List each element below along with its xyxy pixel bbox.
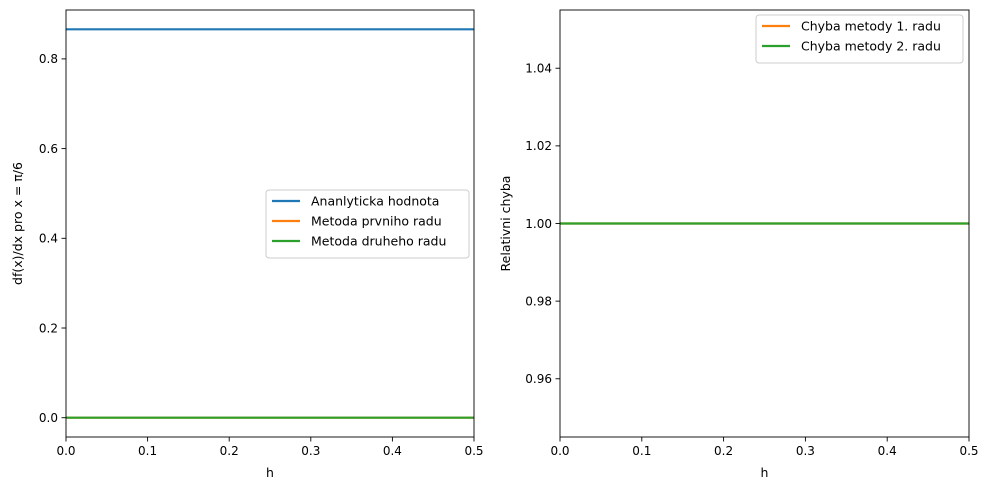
x-tick-label: 0.1 [138,444,157,458]
x-tick-label: 0.4 [878,444,897,458]
y-tick-label: 1.00 [525,217,552,231]
legend-label-1: Chyba metody 1. radu [801,19,941,34]
x-axis-label: h [761,465,769,480]
legend-frame [755,14,964,64]
y-tick-label: 1.04 [525,62,552,76]
y-tick-label: 0.4 [39,232,58,246]
x-tick-label: 0.3 [301,444,320,458]
legend-frame [265,189,470,259]
y-tick-label: 1.02 [525,139,552,153]
x-tick-label: 0.0 [56,444,75,458]
legend-label-2: Chyba metody 2. radu [801,39,941,54]
x-tick-label: 0.5 [464,444,483,458]
legend-label-2: Metoda prvniho radu [311,214,442,229]
y-tick-label: 0.0 [39,411,58,425]
x-axis-label: h [266,465,274,480]
y-tick-label: 0.98 [525,294,552,308]
x-tick-label: 0.2 [714,444,733,458]
y-tick-label: 0.96 [525,372,552,386]
x-tick-label: 0.2 [220,444,239,458]
y-axis-label: Relativni chyba [498,176,513,272]
y-tick-label: 0.2 [39,321,58,335]
x-tick-label: 0.3 [796,444,815,458]
series-group [66,28,474,419]
x-tick-label: 0.0 [550,444,569,458]
x-tick-label: 0.4 [383,444,402,458]
y-tick-label: 0.6 [39,142,58,156]
chart-panel-1: 0.0 0.1 0.2 0.3 0.4 0.5 0.0 0.2 0.4 0.6 0.8 h df(x)/… [10,9,484,480]
y-tick-label: 0.8 [39,52,58,66]
legend: Chyba metody 1. radu Chyba metody 2. radu [755,14,964,64]
legend: Ananlyticka hodnota Metoda prvniho radu Me… [265,189,470,259]
legend-label-1: Ananlyticka hodnota [311,194,439,209]
legend-label-3: Metoda druheho radu [311,234,446,249]
chart-panel-2: 0.0 0.1 0.2 0.3 0.4 0.5 0.96 0.98 1.00 1.02 1.04 h R… [498,9,979,480]
x-tick-label: 0.5 [959,444,978,458]
axes-frame [65,9,475,438]
x-tick-label: 0.1 [632,444,651,458]
y-axis-label: df(x)/dx pro x = π/6 [10,162,25,285]
